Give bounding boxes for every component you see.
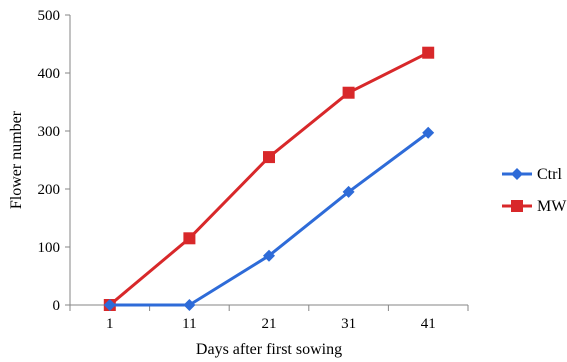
data-point — [422, 126, 435, 139]
series-layer — [103, 46, 435, 311]
y-tick-label: 300 — [38, 124, 61, 140]
y-axis-ticks: 0 100 200 300 400 500 — [38, 8, 70, 314]
x-tick-label: 1 — [106, 316, 114, 332]
x-axis-ticks: 1 11 21 31 41 — [69, 305, 469, 332]
legend-marker — [511, 168, 523, 180]
x-tick-label: 41 — [421, 316, 436, 332]
legend-item-mw: MW — [502, 198, 567, 215]
legend-marker — [511, 200, 523, 212]
data-point — [422, 46, 435, 59]
x-axis-title: Days after first sowing — [196, 341, 342, 358]
x-tick-label: 21 — [262, 316, 277, 332]
data-point — [183, 299, 196, 311]
x-tick-label: 11 — [182, 316, 196, 332]
y-tick-label: 0 — [53, 298, 61, 314]
y-axis-title: Flower number — [8, 110, 25, 209]
legend: Ctrl MW — [502, 166, 567, 215]
legend-item-ctrl: Ctrl — [502, 166, 562, 183]
series-mw — [103, 46, 435, 311]
data-point — [263, 249, 275, 262]
data-point — [263, 151, 275, 164]
series-line — [108, 51, 429, 307]
y-tick-label: 200 — [38, 182, 61, 198]
legend-label: Ctrl — [537, 166, 562, 183]
y-tick-label: 400 — [38, 66, 61, 82]
x-tick-label: 31 — [341, 316, 356, 332]
data-point — [342, 86, 355, 99]
data-point — [183, 232, 196, 245]
series-ctrl — [103, 126, 435, 311]
data-point — [103, 299, 116, 311]
legend-label: MW — [537, 198, 567, 215]
y-tick-label: 500 — [38, 8, 61, 24]
data-point — [342, 185, 355, 198]
y-tick-label: 100 — [38, 240, 61, 256]
